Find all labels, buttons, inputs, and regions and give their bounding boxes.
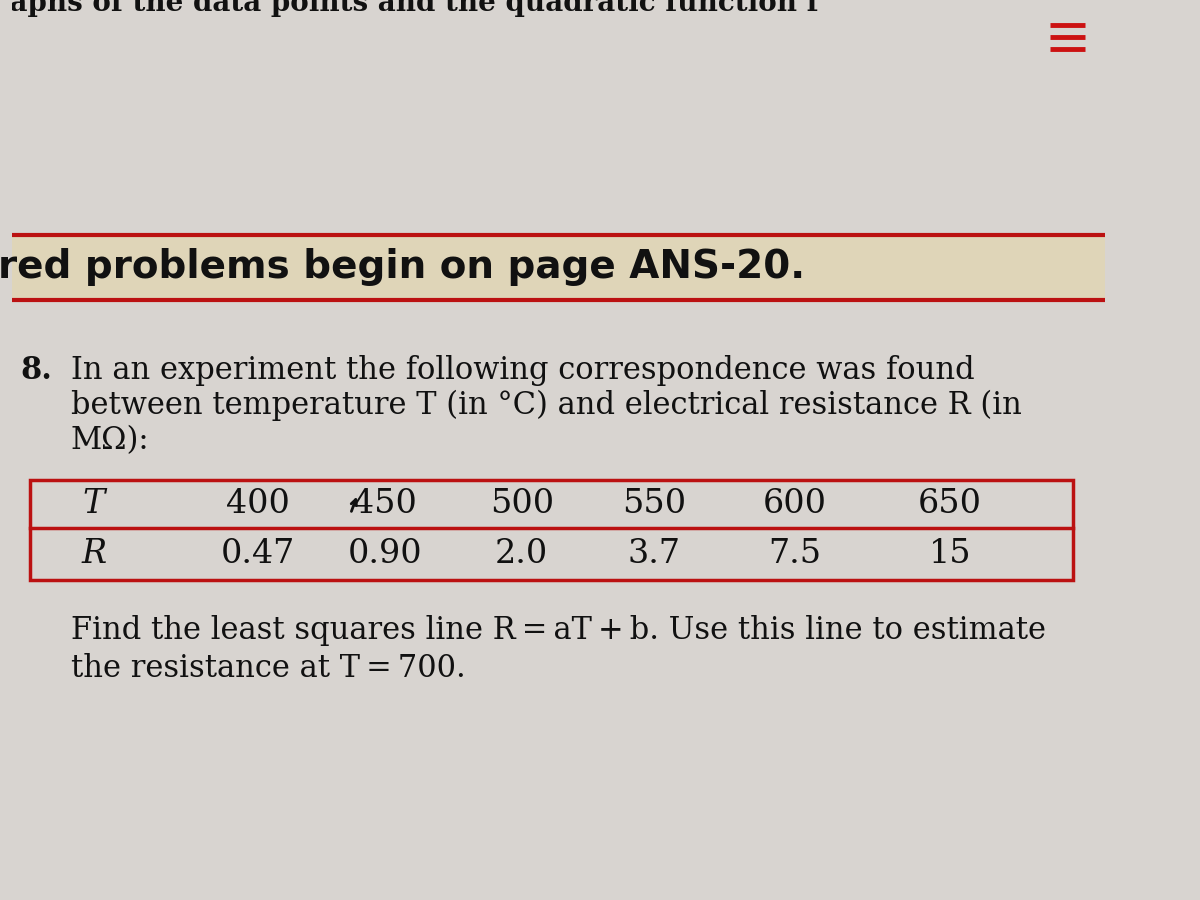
Text: the graphs of the data points and the quadratic function f: the graphs of the data points and the qu… <box>0 0 818 17</box>
Text: 7.5: 7.5 <box>768 538 822 570</box>
Bar <box>30 480 1073 580</box>
Text: 400: 400 <box>226 488 289 520</box>
Text: 3.7: 3.7 <box>628 538 680 570</box>
Bar <box>12 235 1105 300</box>
Text: 600: 600 <box>763 488 827 520</box>
Text: the resistance at T = 700.: the resistance at T = 700. <box>71 653 466 684</box>
Text: 2.0: 2.0 <box>496 538 548 570</box>
Text: 650: 650 <box>918 488 982 520</box>
Text: 0.90: 0.90 <box>348 538 422 570</box>
Text: red problems begin on page ANS-20.: red problems begin on page ANS-20. <box>0 248 805 286</box>
Text: R: R <box>82 538 106 570</box>
Text: 450: 450 <box>353 488 418 520</box>
Text: In an experiment the following correspondence was found: In an experiment the following correspon… <box>71 355 974 386</box>
Text: 15: 15 <box>929 538 971 570</box>
Text: between temperature T (in °C) and electrical resistance R (in: between temperature T (in °C) and electr… <box>71 390 1021 421</box>
Text: MΩ):: MΩ): <box>71 425 150 456</box>
Text: 8.: 8. <box>20 355 53 386</box>
Text: 0.47: 0.47 <box>221 538 295 570</box>
Text: 500: 500 <box>490 488 553 520</box>
Text: Find the least squares line R = aT + b. Use this line to estimate: Find the least squares line R = aT + b. … <box>71 615 1046 646</box>
Text: 550: 550 <box>622 488 686 520</box>
Text: T: T <box>83 488 104 520</box>
